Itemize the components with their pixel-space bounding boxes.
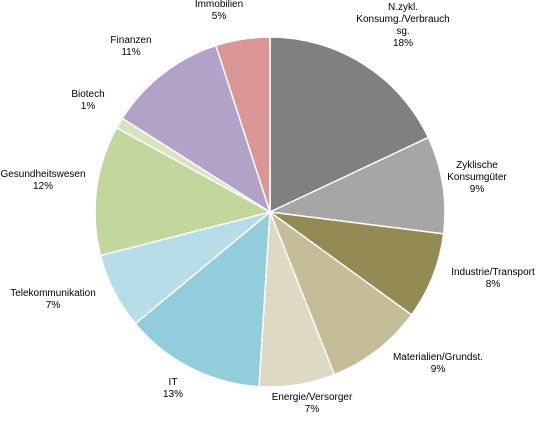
slice-percent: 9% — [470, 184, 485, 195]
slice-label: IT 13% — [163, 377, 183, 400]
pie-slice — [134, 210, 271, 388]
pie-slice — [94, 126, 273, 257]
pie-slice — [268, 209, 413, 376]
slice-labels: N.zykl. Konsumg./Verbrauch sg. 18% Zyklische… — [0, 0, 535, 415]
slice-percent: 18% — [393, 38, 413, 49]
slice-percent: 12% — [33, 181, 53, 192]
slice-name: Zyklische — [456, 160, 498, 171]
slice-label: Gesundheitswesen 12% — [0, 169, 85, 192]
pie-slice — [269, 36, 430, 214]
slice-percent: 7% — [46, 300, 61, 311]
slice-label: Immobilien 5% — [195, 0, 243, 22]
slice-name: sg. — [396, 26, 409, 37]
slice-percent: 11% — [121, 47, 140, 58]
slice-label: Industrie/Transport 8% — [451, 267, 535, 290]
slice-name: Konsumg./Verbrauch — [356, 14, 449, 25]
slice-percent: 1% — [81, 101, 96, 112]
slice-label: Materialien/Grundst. 9% — [393, 352, 483, 375]
slice-name: Konsumgüter — [447, 172, 507, 183]
slice-percent: 13% — [163, 389, 183, 400]
slice-label: Finanzen 11% — [110, 35, 151, 58]
slice-label: Telekommunikation 7% — [10, 288, 96, 311]
slice-name: Finanzen — [110, 35, 151, 46]
pie-slice — [214, 36, 271, 213]
slice-name: Biotech — [71, 89, 104, 100]
slice-percent: 8% — [486, 279, 501, 290]
slice-label: Zyklische Konsumgüter 9% — [447, 160, 507, 195]
slice-name: Telekommunikation — [10, 288, 96, 299]
slice-name: Materialien/Grundst. — [393, 352, 483, 363]
slice-percent: 9% — [431, 364, 446, 375]
slice-percent: 7% — [305, 404, 320, 415]
slice-label: N.zykl. Konsumg./Verbrauch sg. 18% — [356, 2, 449, 49]
slice-label: Biotech 1% — [71, 89, 104, 112]
pie-slice — [121, 44, 272, 214]
slice-name: Energie/Versorger — [272, 392, 353, 403]
slice-label: Energie/Versorger 7% — [272, 392, 353, 415]
pie-slices — [94, 36, 446, 388]
pie-slice — [267, 136, 446, 235]
slice-name: IT — [169, 377, 178, 388]
slice-name: N.zykl. — [388, 2, 418, 13]
slice-name: Industrie/Transport — [451, 267, 535, 278]
slice-name: Immobilien — [195, 0, 243, 10]
slice-name: Gesundheitswesen — [0, 169, 85, 180]
slice-percent: 5% — [212, 11, 227, 22]
